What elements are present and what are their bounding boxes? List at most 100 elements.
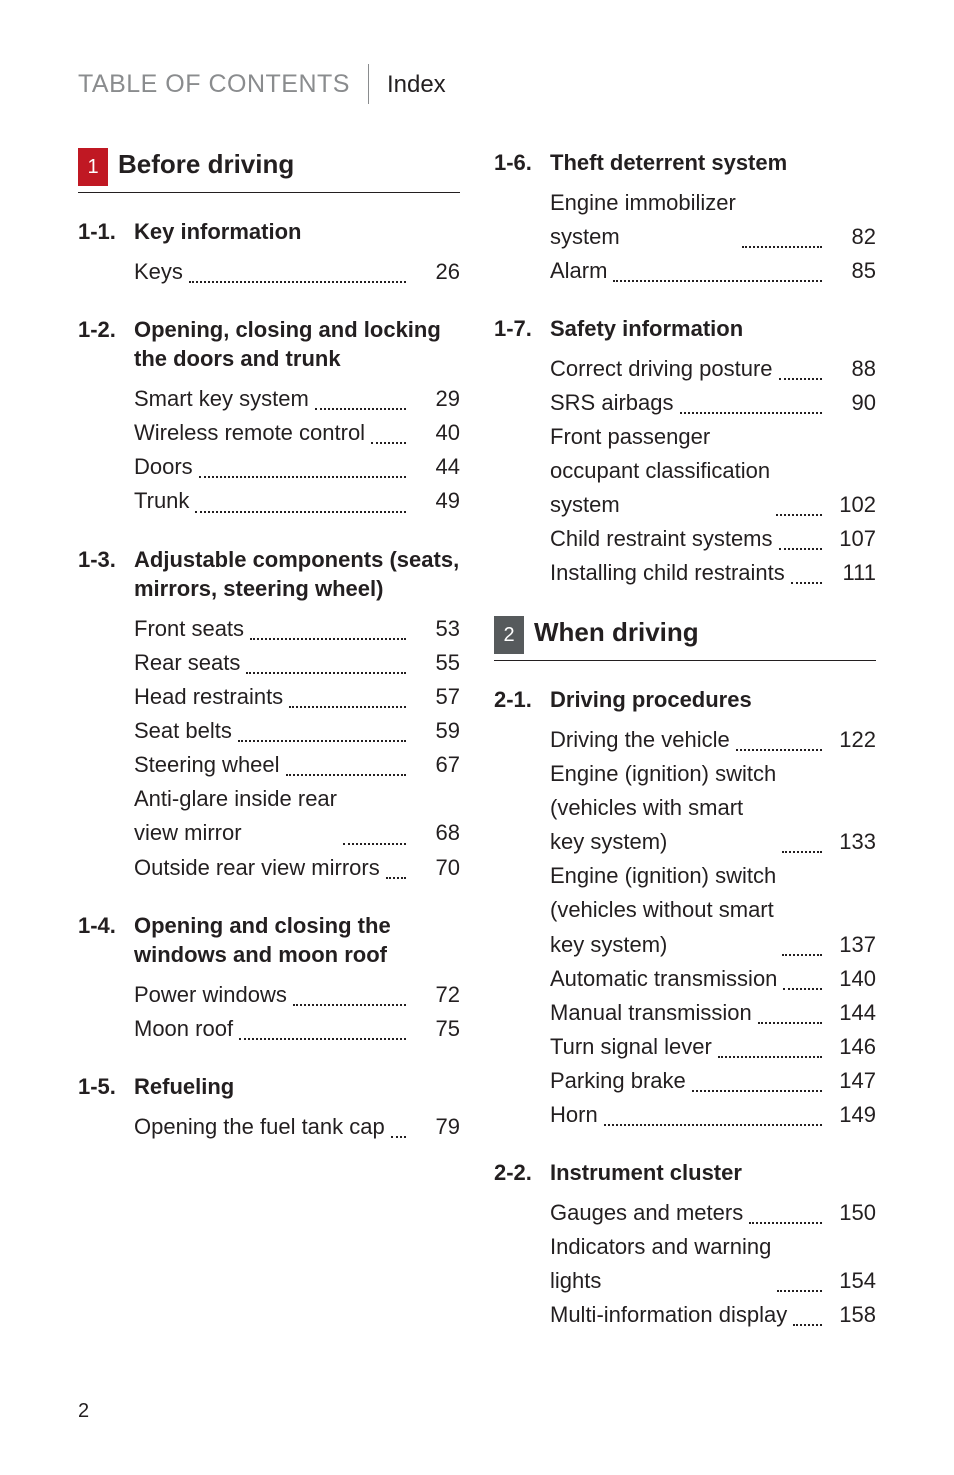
section-title: Theft deterrent system — [550, 148, 876, 178]
leader-dots — [199, 476, 406, 478]
toc-section: 2-1.Driving procedures Driving the vehicl… — [494, 685, 876, 1132]
toc-entry[interactable]: Alarm85 — [550, 254, 876, 288]
entry-list: Gauges and meters150Indicators and warni… — [494, 1196, 876, 1332]
section-heading: 1-6.Theft deterrent system — [494, 148, 876, 178]
section-number: 1-1. — [78, 217, 134, 247]
entry-label: Indicators and warning lights — [550, 1230, 771, 1298]
entry-page: 111 — [828, 556, 876, 590]
entry-page: 149 — [828, 1098, 876, 1132]
leader-dots — [749, 1222, 822, 1224]
entry-page: 88 — [828, 352, 876, 386]
toc-entry[interactable]: Moon roof75 — [134, 1012, 460, 1046]
toc-entry[interactable]: Gauges and meters150 — [550, 1196, 876, 1230]
toc-entry[interactable]: Front passenger occupant classification … — [550, 420, 876, 522]
entry-label: Engine (ignition) switch (vehicles witho… — [550, 859, 776, 961]
right-column: 1-6.Theft deterrent system Engine immobil… — [494, 148, 876, 1358]
entry-label: Keys — [134, 255, 183, 289]
entry-label: Front seats — [134, 612, 244, 646]
toc-entry[interactable]: Seat belts59 — [134, 714, 460, 748]
leader-dots — [758, 1022, 822, 1024]
toc-entry[interactable]: Keys26 — [134, 255, 460, 289]
toc-entry[interactable]: Outside rear view mirrors70 — [134, 851, 460, 885]
page-number: 2 — [78, 1400, 89, 1423]
toc-entry[interactable]: Opening the fuel tank cap79 — [134, 1110, 460, 1144]
entry-page: 144 — [828, 996, 876, 1030]
toc-entry[interactable]: Horn 149 — [550, 1098, 876, 1132]
leader-dots — [238, 740, 406, 742]
entry-page: 102 — [828, 488, 876, 522]
leader-dots — [782, 954, 822, 956]
leader-dots — [779, 378, 822, 380]
toc-entry[interactable]: Engine (ignition) switch (vehicles witho… — [550, 859, 876, 961]
entry-list: Keys26 — [78, 255, 460, 289]
entry-label: Smart key system — [134, 382, 309, 416]
entry-page: 49 — [412, 484, 460, 518]
leader-dots — [779, 548, 822, 550]
leader-dots — [742, 246, 822, 248]
leader-dots — [680, 412, 822, 414]
toc-entry[interactable]: Installing child restraints111 — [550, 556, 876, 590]
toc-entry[interactable]: Indicators and warning lights 154 — [550, 1230, 876, 1298]
section-title: Opening, closing and locking the doors a… — [134, 315, 460, 374]
entry-list: Engine immobilizer system82Alarm85 — [494, 186, 876, 288]
entry-list: Correct driving posture 88SRS airbags90Fr… — [494, 352, 876, 591]
leader-dots — [343, 843, 406, 845]
section-title: Refueling — [134, 1072, 460, 1102]
leader-dots — [791, 582, 822, 584]
header-separator — [368, 64, 369, 104]
section-heading: 2-1.Driving procedures — [494, 685, 876, 715]
entry-label: Trunk — [134, 484, 189, 518]
toc-entry[interactable]: Head restraints57 — [134, 680, 460, 714]
entry-page: 75 — [412, 1012, 460, 1046]
chapter-chip-1: 1 — [78, 148, 108, 186]
toc-entry[interactable]: Manual transmission144 — [550, 996, 876, 1030]
toc-entry[interactable]: Automatic transmission140 — [550, 962, 876, 996]
entry-label: Seat belts — [134, 714, 232, 748]
leader-dots — [777, 1290, 822, 1292]
entry-page: 85 — [828, 254, 876, 288]
chapter-number: 2 — [503, 624, 514, 647]
section-number: 2-1. — [494, 685, 550, 715]
entry-page: 154 — [828, 1264, 876, 1298]
toc-entry[interactable]: Engine (ignition) switch (vehicles with … — [550, 757, 876, 859]
chapter-rule — [78, 192, 460, 193]
section-title: Driving procedures — [550, 685, 876, 715]
toc-entry[interactable]: Anti-glare inside rear view mirror68 — [134, 782, 460, 850]
leader-dots — [613, 280, 822, 282]
toc-section: 1-6.Theft deterrent system Engine immobil… — [494, 148, 876, 288]
entry-label: Head restraints — [134, 680, 283, 714]
toc-entry[interactable]: Smart key system29 — [134, 382, 460, 416]
chapter-chip-2: 2 — [494, 616, 524, 654]
toc-entry[interactable]: Doors 44 — [134, 450, 460, 484]
toc-entry[interactable]: Parking brake147 — [550, 1064, 876, 1098]
toc-entry[interactable]: Steering wheel67 — [134, 748, 460, 782]
toc-entry[interactable]: Wireless remote control40 — [134, 416, 460, 450]
entry-label: Correct driving posture — [550, 352, 773, 386]
toc-entry[interactable]: Rear seats55 — [134, 646, 460, 680]
entry-label: Doors — [134, 450, 193, 484]
section-heading: 1-1.Key information — [78, 217, 460, 247]
entry-label: Rear seats — [134, 646, 240, 680]
entry-list: Front seats53Rear seats55Head restraints… — [78, 612, 460, 885]
toc-entry[interactable]: Driving the vehicle122 — [550, 723, 876, 757]
section-title: Opening and closing the windows and moon… — [134, 911, 460, 970]
entry-page: 44 — [412, 450, 460, 484]
entry-label: Anti-glare inside rear view mirror — [134, 782, 337, 850]
entry-page: 158 — [828, 1298, 876, 1332]
entry-label: Child restraint systems — [550, 522, 773, 556]
toc-entry[interactable]: Engine immobilizer system82 — [550, 186, 876, 254]
columns: 1 Before driving 1-1.Key informationKeys… — [78, 148, 876, 1358]
toc-entry[interactable]: Power windows72 — [134, 978, 460, 1012]
toc-entry[interactable]: Front seats53 — [134, 612, 460, 646]
section-heading: 1-5.Refueling — [78, 1072, 460, 1102]
toc-entry[interactable]: Correct driving posture 88 — [550, 352, 876, 386]
toc-entry[interactable]: Turn signal lever146 — [550, 1030, 876, 1064]
toc-entry[interactable]: Trunk 49 — [134, 484, 460, 518]
toc-entry[interactable]: Child restraint systems107 — [550, 522, 876, 556]
toc-entry[interactable]: SRS airbags90 — [550, 386, 876, 420]
entry-page: 67 — [412, 748, 460, 782]
toc-entry[interactable]: Multi-information display158 — [550, 1298, 876, 1332]
entry-label: Horn — [550, 1098, 598, 1132]
leader-dots — [195, 511, 406, 513]
section-heading: 2-2.Instrument cluster — [494, 1158, 876, 1188]
